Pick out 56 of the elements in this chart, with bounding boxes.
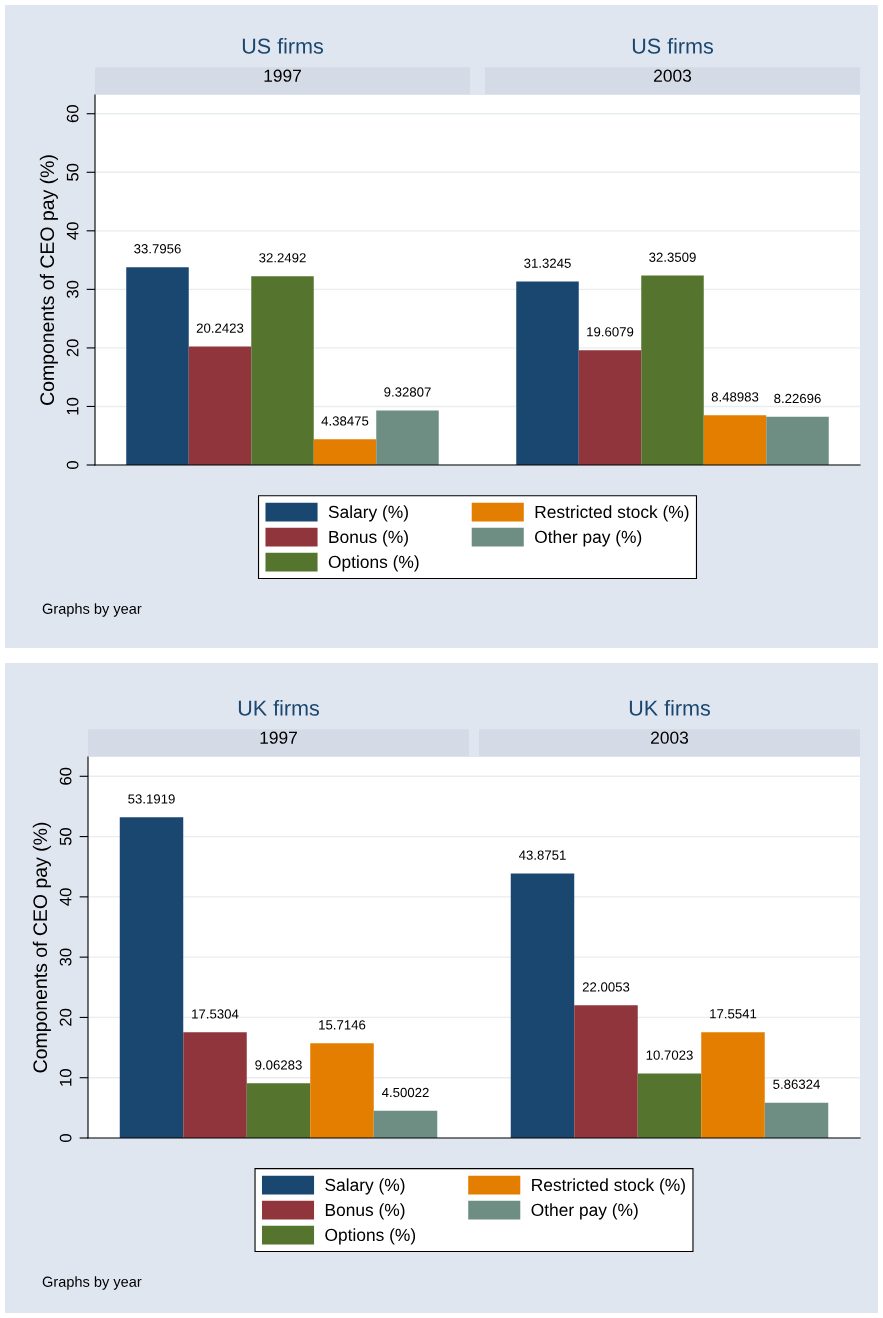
y-tick-label: 50 <box>59 827 72 846</box>
y-axis-title: Components of CEO pay (%) <box>32 822 51 1073</box>
legend-label: Other pay (%) <box>531 1203 638 1220</box>
legend-label: Bonus (%) <box>329 530 408 547</box>
data-label: 9.32807 <box>384 387 431 397</box>
data-label: 10.7023 <box>646 1050 693 1060</box>
data-label: 4.38475 <box>321 416 369 426</box>
chart-title: UK firms <box>238 699 319 716</box>
chart-title: UK firms <box>629 699 710 716</box>
data-label: 8.48983 <box>711 392 759 402</box>
y-tick-label: 40 <box>59 888 72 906</box>
data-label: 33.7956 <box>134 244 181 254</box>
y-tick-label: 10 <box>59 1069 72 1086</box>
data-label: 31.3245 <box>524 258 571 268</box>
y-tick-label: 20 <box>66 339 79 357</box>
legend-label: Restricted stock (%) <box>532 1178 685 1195</box>
legend-label: Salary (%) <box>325 1178 405 1195</box>
data-label: 53.1919 <box>128 794 175 804</box>
text: Graphs by year <box>42 1276 142 1290</box>
legend-label: Other pay (%) <box>535 530 642 547</box>
chart-title: US firms <box>242 37 323 54</box>
data-label: 43.8751 <box>518 850 566 860</box>
x-tick-label: 2003 <box>654 69 692 82</box>
data-label: 4.50022 <box>381 1087 429 1098</box>
data-label: 8.22696 <box>774 393 821 404</box>
y-axis-title: Components of CEO pay (%) <box>39 155 58 405</box>
y-tick-label: 0 <box>59 1134 72 1142</box>
data-label: 5.86324 <box>773 1079 820 1089</box>
data-label: 9.06283 <box>255 1060 302 1070</box>
legend-label: Bonus (%) <box>325 1203 405 1220</box>
x-tick-label: 1997 <box>264 69 301 82</box>
y-tick-label: 30 <box>66 280 79 298</box>
legend-label: Options (%) <box>328 555 419 572</box>
y-tick-label: 0 <box>66 461 79 469</box>
data-label: 17.5541 <box>710 1009 757 1019</box>
legend-label: Salary (%) <box>328 505 408 522</box>
x-tick-label: 2003 <box>651 731 689 744</box>
y-tick-label: 50 <box>66 163 79 181</box>
y-tick-label: 20 <box>59 1008 72 1026</box>
data-label: 32.2492 <box>259 253 306 263</box>
y-tick-label: 30 <box>59 948 72 966</box>
x-tick-label: 1997 <box>260 731 297 744</box>
y-tick-label: 60 <box>66 105 79 123</box>
y-tick-label: 40 <box>66 222 79 240</box>
data-label: 32.3509 <box>649 252 696 262</box>
data-label: 22.0053 <box>582 982 630 992</box>
chart-title: US firms <box>632 37 713 54</box>
y-tick-label: 60 <box>59 767 72 785</box>
data-label: 19.6079 <box>587 327 634 337</box>
data-label: 15.7146 <box>319 1020 366 1030</box>
text: Graphs by year <box>42 603 142 617</box>
legend-label: Options (%) <box>325 1228 416 1245</box>
legend-label: Restricted stock (%) <box>535 505 689 522</box>
data-label: 20.2423 <box>196 323 244 333</box>
y-tick-label: 10 <box>66 397 79 415</box>
data-label: 17.5304 <box>192 1009 239 1019</box>
